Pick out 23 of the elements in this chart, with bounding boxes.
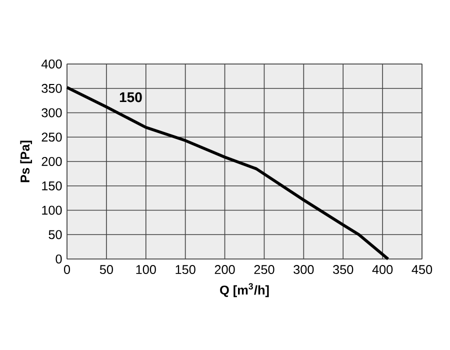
x-axis-title: Q [m$^{3}$/h] [220, 283, 269, 298]
y-tick-label: 400 [41, 60, 62, 68]
x-tick-label: 400 [372, 265, 393, 274]
y-tick-label: 150 [42, 181, 62, 190]
x-tick-label: 50 [100, 265, 113, 274]
x-tick-label: 350 [333, 265, 354, 274]
y-tick-label: 350 [42, 84, 62, 93]
y-tick-label: 0 [56, 254, 62, 264]
x-tick-label: 250 [254, 265, 274, 274]
x-tick-label: 100 [136, 265, 156, 274]
x-tick-label: 150 [176, 265, 196, 274]
x-tick-label: 300 [294, 265, 314, 274]
x-tick-label: 450 [412, 265, 432, 274]
line-series [66, 86, 390, 260]
x-tick-label: 0 [64, 265, 70, 274]
y-axis-title: Ps [Pa] [20, 140, 32, 182]
y-tick-label: 250 [42, 132, 62, 142]
y-tick-label: 50 [48, 230, 62, 240]
series-label: 150 [120, 92, 142, 102]
y-tick-label: 300 [42, 108, 62, 118]
x-tick-label: 200 [214, 265, 235, 274]
y-tick-label: 100 [42, 206, 62, 215]
y-tick-label: 200 [42, 157, 62, 166]
